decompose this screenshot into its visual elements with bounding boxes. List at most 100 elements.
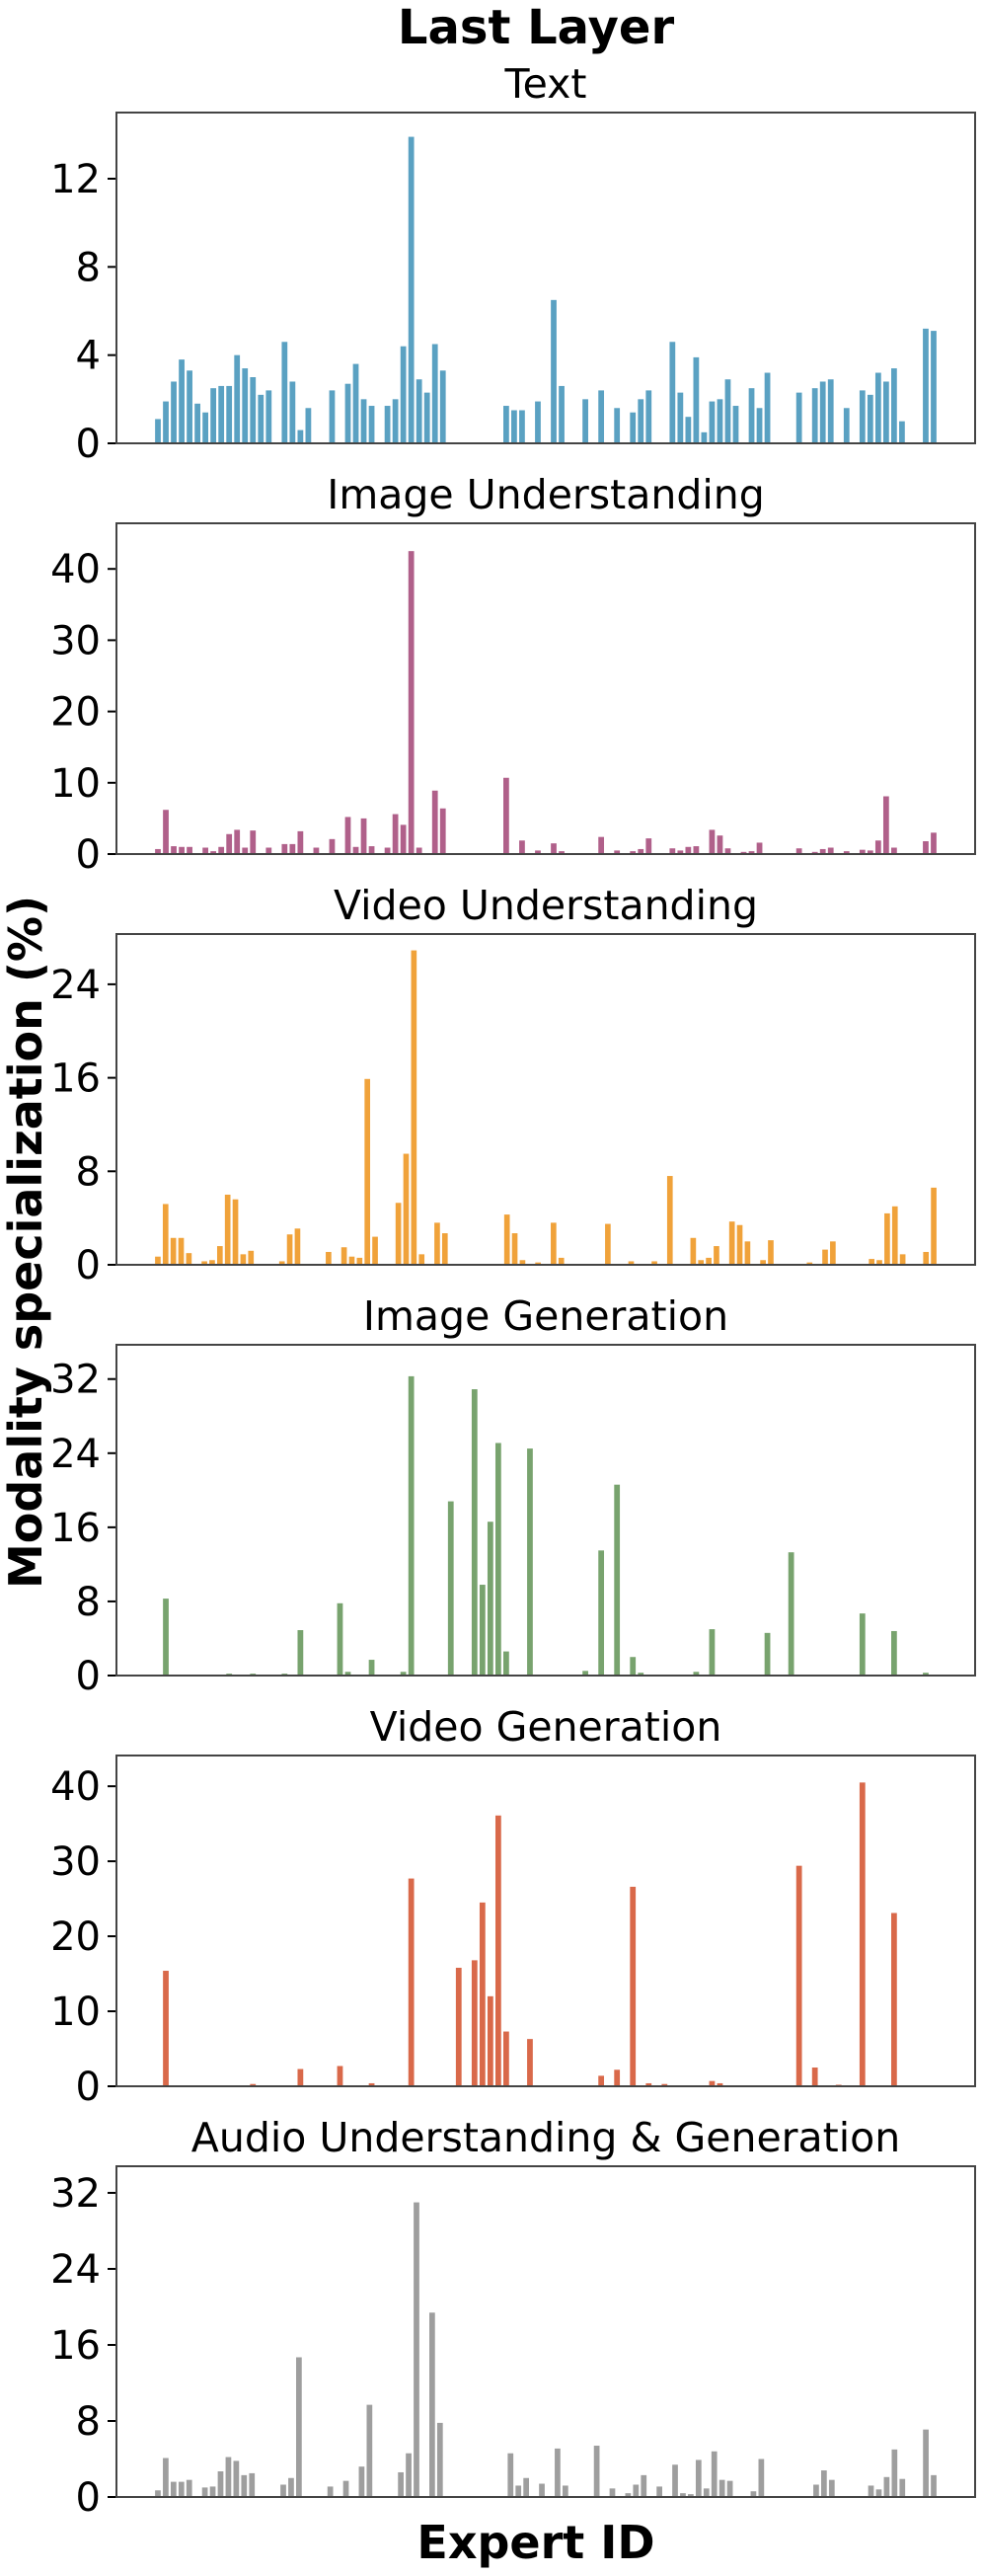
y-tick-label: 8 — [76, 1149, 101, 1195]
bar — [732, 406, 739, 443]
bar — [677, 392, 684, 443]
bar — [398, 2471, 404, 2497]
bar — [899, 421, 905, 443]
bar — [241, 2474, 248, 2497]
bar — [709, 829, 716, 854]
bar — [226, 385, 233, 443]
bar — [724, 848, 731, 854]
bar — [431, 344, 438, 443]
bar — [186, 1253, 192, 1265]
bar — [163, 2458, 169, 2497]
bar — [326, 1251, 332, 1265]
bar — [471, 1389, 478, 1676]
y-axis-label: Modality specialization (%) — [0, 896, 52, 1589]
bar — [297, 1630, 304, 1676]
bar — [348, 1256, 355, 1265]
bar — [400, 346, 407, 443]
bar — [503, 406, 509, 443]
bar — [232, 1199, 239, 1265]
bar — [598, 836, 605, 854]
bar — [439, 370, 446, 443]
bar — [714, 1246, 719, 1265]
bar — [614, 850, 621, 854]
bar — [447, 1501, 454, 1676]
bar — [202, 847, 209, 854]
bar — [296, 2357, 302, 2497]
bar — [170, 1237, 177, 1265]
panel-video-generation: Video Generation 0 10 20 30 40 — [50, 1703, 976, 2110]
bar — [535, 401, 541, 443]
bar — [630, 1657, 637, 1676]
bar — [598, 1550, 605, 1676]
bar — [795, 392, 802, 443]
bar — [685, 417, 692, 443]
bar — [372, 1236, 378, 1265]
bar — [891, 1912, 897, 2086]
bar — [503, 2031, 509, 2086]
bar — [155, 419, 161, 443]
bar — [411, 950, 417, 1265]
bar — [503, 1651, 509, 1676]
bar — [242, 847, 249, 854]
bar — [614, 408, 621, 443]
bar — [717, 399, 723, 443]
bar — [250, 830, 257, 854]
bar — [179, 359, 185, 443]
bar — [709, 2080, 716, 2086]
bar — [693, 846, 700, 854]
bar — [630, 851, 637, 854]
bar — [883, 2476, 890, 2497]
bar — [821, 2470, 827, 2497]
panel-audio-understanding-generation: Audio Understanding & Generation 0 8 16 24 3… — [50, 2114, 976, 2521]
bar — [811, 851, 818, 854]
bar — [519, 1260, 526, 1265]
bar — [899, 1254, 906, 1265]
bar — [356, 1257, 363, 1265]
bar — [358, 2466, 365, 2497]
bar — [931, 2474, 937, 2497]
bar — [297, 429, 304, 443]
bar — [685, 846, 692, 854]
y-tick-group: 0 8 16 24 — [50, 963, 116, 1288]
bar — [819, 381, 826, 443]
bar — [859, 1782, 866, 2086]
bar — [859, 390, 866, 443]
bar — [441, 1233, 448, 1265]
panel-video-understanding: Video Understanding 0 8 16 24 — [50, 882, 976, 1288]
bar — [614, 1484, 621, 1676]
bar — [703, 2488, 710, 2497]
plot-frame — [115, 1344, 976, 1677]
bar — [884, 1212, 890, 1265]
bar — [313, 847, 320, 854]
bar — [688, 2494, 694, 2497]
bar — [186, 2479, 192, 2497]
panel-title: Video Generation — [370, 1703, 722, 1751]
bar — [344, 817, 351, 854]
bar — [717, 2082, 723, 2086]
bar — [931, 331, 937, 443]
bar — [408, 551, 415, 854]
bar — [360, 818, 367, 854]
bar — [625, 2493, 632, 2497]
bar — [859, 849, 866, 854]
y-tick-label: 30 — [50, 618, 101, 664]
bar — [523, 2477, 530, 2497]
bar — [479, 1585, 486, 1676]
bar — [364, 1078, 371, 1265]
bar — [511, 410, 517, 443]
bar — [698, 1260, 705, 1265]
bar — [494, 1815, 501, 2086]
bar-group — [155, 136, 937, 443]
bar — [728, 1221, 735, 1265]
bar — [867, 394, 873, 443]
bar — [539, 2483, 545, 2497]
bar — [899, 2478, 906, 2497]
bar — [384, 406, 391, 443]
bar — [178, 2481, 185, 2497]
y-tick-label: 12 — [50, 157, 101, 202]
bar — [598, 390, 605, 443]
bar — [527, 2039, 533, 2086]
plot-frame — [115, 1755, 976, 2087]
bar — [827, 379, 834, 443]
